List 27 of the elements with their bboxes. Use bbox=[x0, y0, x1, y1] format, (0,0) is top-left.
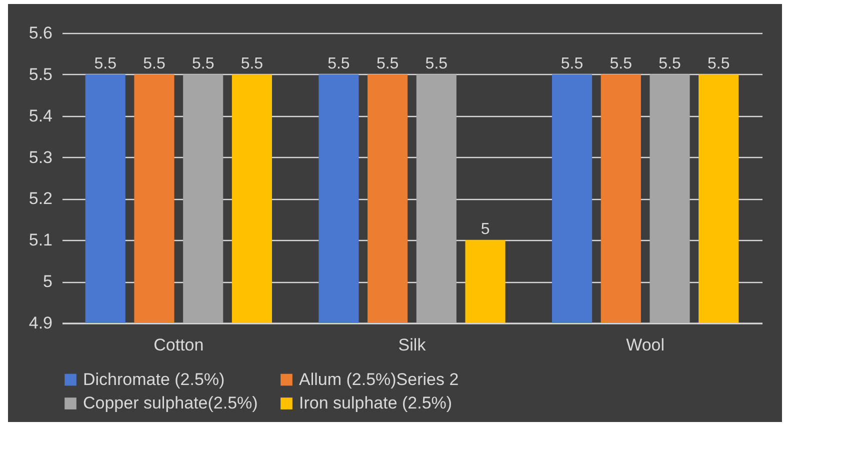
y-tick-label: 5.5 bbox=[28, 64, 52, 84]
data-label: 5.5 bbox=[610, 55, 632, 72]
data-label: 5.5 bbox=[560, 55, 584, 72]
y-tick-label: 5.1 bbox=[28, 230, 52, 250]
legend-label: Dichromate (2.5%) bbox=[83, 370, 225, 389]
y-tick-label: 4.9 bbox=[28, 314, 52, 332]
data-label: 5 bbox=[480, 221, 490, 238]
data-label: 5.5 bbox=[192, 55, 214, 72]
data-label: 5.5 bbox=[94, 55, 117, 72]
x-tick-label: Cotton bbox=[154, 336, 204, 354]
y-tick-label: 5 bbox=[43, 272, 52, 292]
data-label: 5.5 bbox=[143, 55, 166, 72]
y-tick-label: 5.4 bbox=[28, 106, 52, 126]
legend-label: Copper sulphate(2.5%) bbox=[83, 394, 258, 412]
y-tick-label: 5.2 bbox=[28, 189, 52, 208]
data-label: 5.5 bbox=[240, 55, 264, 72]
data-label: 5.5 bbox=[328, 55, 350, 72]
data-label: 5.5 bbox=[658, 55, 681, 72]
y-tick-label: 5.3 bbox=[28, 148, 52, 167]
legend-label: Iron sulphate (2.5%) bbox=[299, 394, 452, 412]
data-label: 5.5 bbox=[425, 55, 448, 72]
data-label: 5.5 bbox=[708, 55, 730, 72]
legend-label: Allum (2.5%)Series 2 bbox=[299, 370, 459, 389]
data-label: 5.5 bbox=[376, 55, 399, 72]
x-tick-label: Wool bbox=[626, 336, 665, 354]
y-tick-label: 5.6 bbox=[28, 24, 52, 42]
x-tick-label: Silk bbox=[398, 336, 426, 354]
